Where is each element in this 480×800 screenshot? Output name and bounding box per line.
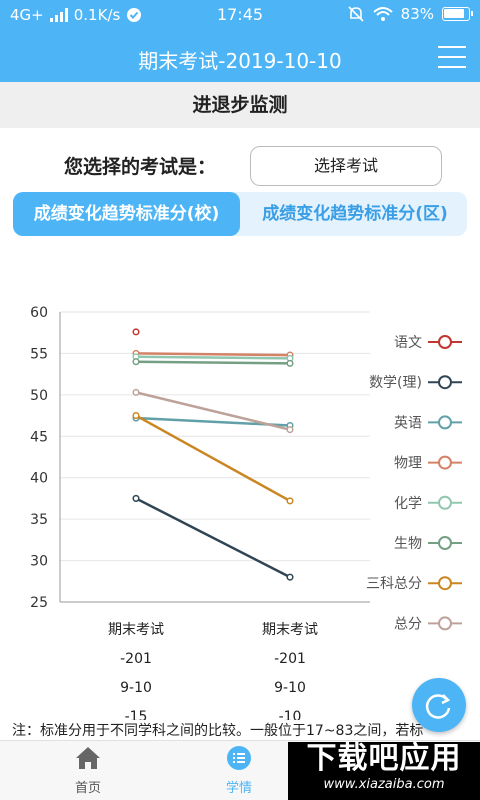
clock: 17:45 xyxy=(216,5,264,24)
legend-label: 生物 xyxy=(394,536,422,552)
list-circle-icon xyxy=(227,746,251,770)
nav-bar: 期末考试-2019-10-10 xyxy=(0,30,480,82)
series-line-三科总分 xyxy=(135,414,291,503)
y-tick-label: 60 xyxy=(30,305,48,321)
menu-icon[interactable] xyxy=(438,46,466,68)
x-tick-label: 期末考试 xyxy=(262,622,318,638)
home-icon xyxy=(76,747,100,769)
y-tick-label: 30 xyxy=(30,554,48,570)
y-tick-label: 40 xyxy=(30,471,48,487)
mute-bell-icon xyxy=(348,6,364,22)
x-tick-label: -15 xyxy=(125,709,148,720)
series-line-化学 xyxy=(135,355,291,360)
legend-marker xyxy=(438,495,452,510)
data-point-三科总分 xyxy=(132,412,140,420)
refresh-button[interactable] xyxy=(412,678,466,732)
series-line-生物 xyxy=(135,360,291,365)
watermark-main: 下载吧应用 xyxy=(306,741,462,776)
watermark-sub: www.xiazaiba.com xyxy=(323,777,445,792)
series-line-总分 xyxy=(135,391,291,431)
data-point-生物 xyxy=(286,359,294,367)
series-line-物理 xyxy=(135,352,291,357)
nav-home-label: 首页 xyxy=(74,781,101,796)
series-line-数学(理) xyxy=(135,497,291,579)
y-tick-label: 45 xyxy=(30,429,48,445)
legend-marker xyxy=(438,335,452,349)
legend-label: 总分 xyxy=(394,616,422,632)
page-title: 期末考试-2019-10-10 xyxy=(138,49,342,73)
watermark-logo: 下载吧应用 www.xiazaiba.com xyxy=(288,742,480,800)
footnote: 注：标准分用于不同学科之间的比较。一般位于17~83之间，若标 xyxy=(12,723,424,739)
check-circle-icon xyxy=(127,8,142,22)
y-tick-label: 55 xyxy=(30,346,48,362)
battery-icon xyxy=(442,7,473,21)
network-speed: 0.1K/s xyxy=(73,6,121,24)
x-tick-label: -201 xyxy=(120,651,152,667)
nav-study[interactable]: 学情 xyxy=(199,745,279,796)
data-point-数学(理) xyxy=(286,573,294,581)
status-right: 83% xyxy=(347,5,473,23)
legend-marker xyxy=(438,455,452,470)
y-tick-label: 25 xyxy=(30,595,48,611)
legend-label: 英语 xyxy=(394,414,422,431)
data-point-三科总分 xyxy=(286,497,294,505)
legend-label: 物理 xyxy=(394,456,422,472)
data-point-语文 xyxy=(132,328,140,336)
legend-marker xyxy=(438,415,452,430)
refresh-icon xyxy=(425,694,451,719)
legend-marker xyxy=(438,375,452,390)
data-point-生物 xyxy=(132,358,140,366)
nav-study-label: 学情 xyxy=(225,781,252,796)
x-tick-label: 9-10 xyxy=(274,680,306,696)
data-point-总分 xyxy=(132,388,140,396)
data-point-总分 xyxy=(286,426,294,434)
x-tick-label: 期末考试 xyxy=(108,622,164,638)
legend-marker xyxy=(438,536,452,550)
select-exam-button[interactable]: 选择考试 xyxy=(250,146,442,186)
tab-bar: 成绩变化趋势标准分(校) 成绩变化趋势标准分(区) xyxy=(13,192,467,236)
legend-marker xyxy=(438,576,452,591)
status-bar: 4G+ 0.1K/s 17:45 83% xyxy=(0,0,480,30)
section-title: 进退步监测 xyxy=(0,82,480,128)
wifi-icon xyxy=(372,7,393,21)
tab-district[interactable]: 成绩变化趋势标准分(区) xyxy=(262,204,448,224)
data-point-数学(理) xyxy=(132,494,140,502)
status-left: 4G+ 0.1K/s xyxy=(10,6,142,24)
legend-label: 化学 xyxy=(394,496,422,512)
x-tick-label: -10 xyxy=(279,709,302,720)
tab-school[interactable]: 成绩变化趋势标准分(校) xyxy=(13,192,240,236)
nav-home[interactable]: 首页 xyxy=(48,745,128,796)
network-type: 4G+ xyxy=(10,6,44,24)
signal-icon xyxy=(49,8,68,22)
x-tick-label: 9-10 xyxy=(120,680,152,696)
x-tick-label: -201 xyxy=(274,651,306,667)
legend-label: 三科总分 xyxy=(366,576,422,592)
y-tick-label: 35 xyxy=(30,512,48,528)
battery-level: 83% xyxy=(400,5,434,23)
y-tick-label: 50 xyxy=(30,388,48,404)
exam-label: 您选择的考试是： xyxy=(64,156,217,178)
legend-label: 语文 xyxy=(394,335,422,351)
trend-chart: 25 30 35 40 45 50 55 60 期末考试 -201 9-10 -15 期末考试 -201 9… xyxy=(30,305,462,720)
legend-label: 数学(理) xyxy=(369,375,422,391)
legend-marker xyxy=(438,616,452,631)
